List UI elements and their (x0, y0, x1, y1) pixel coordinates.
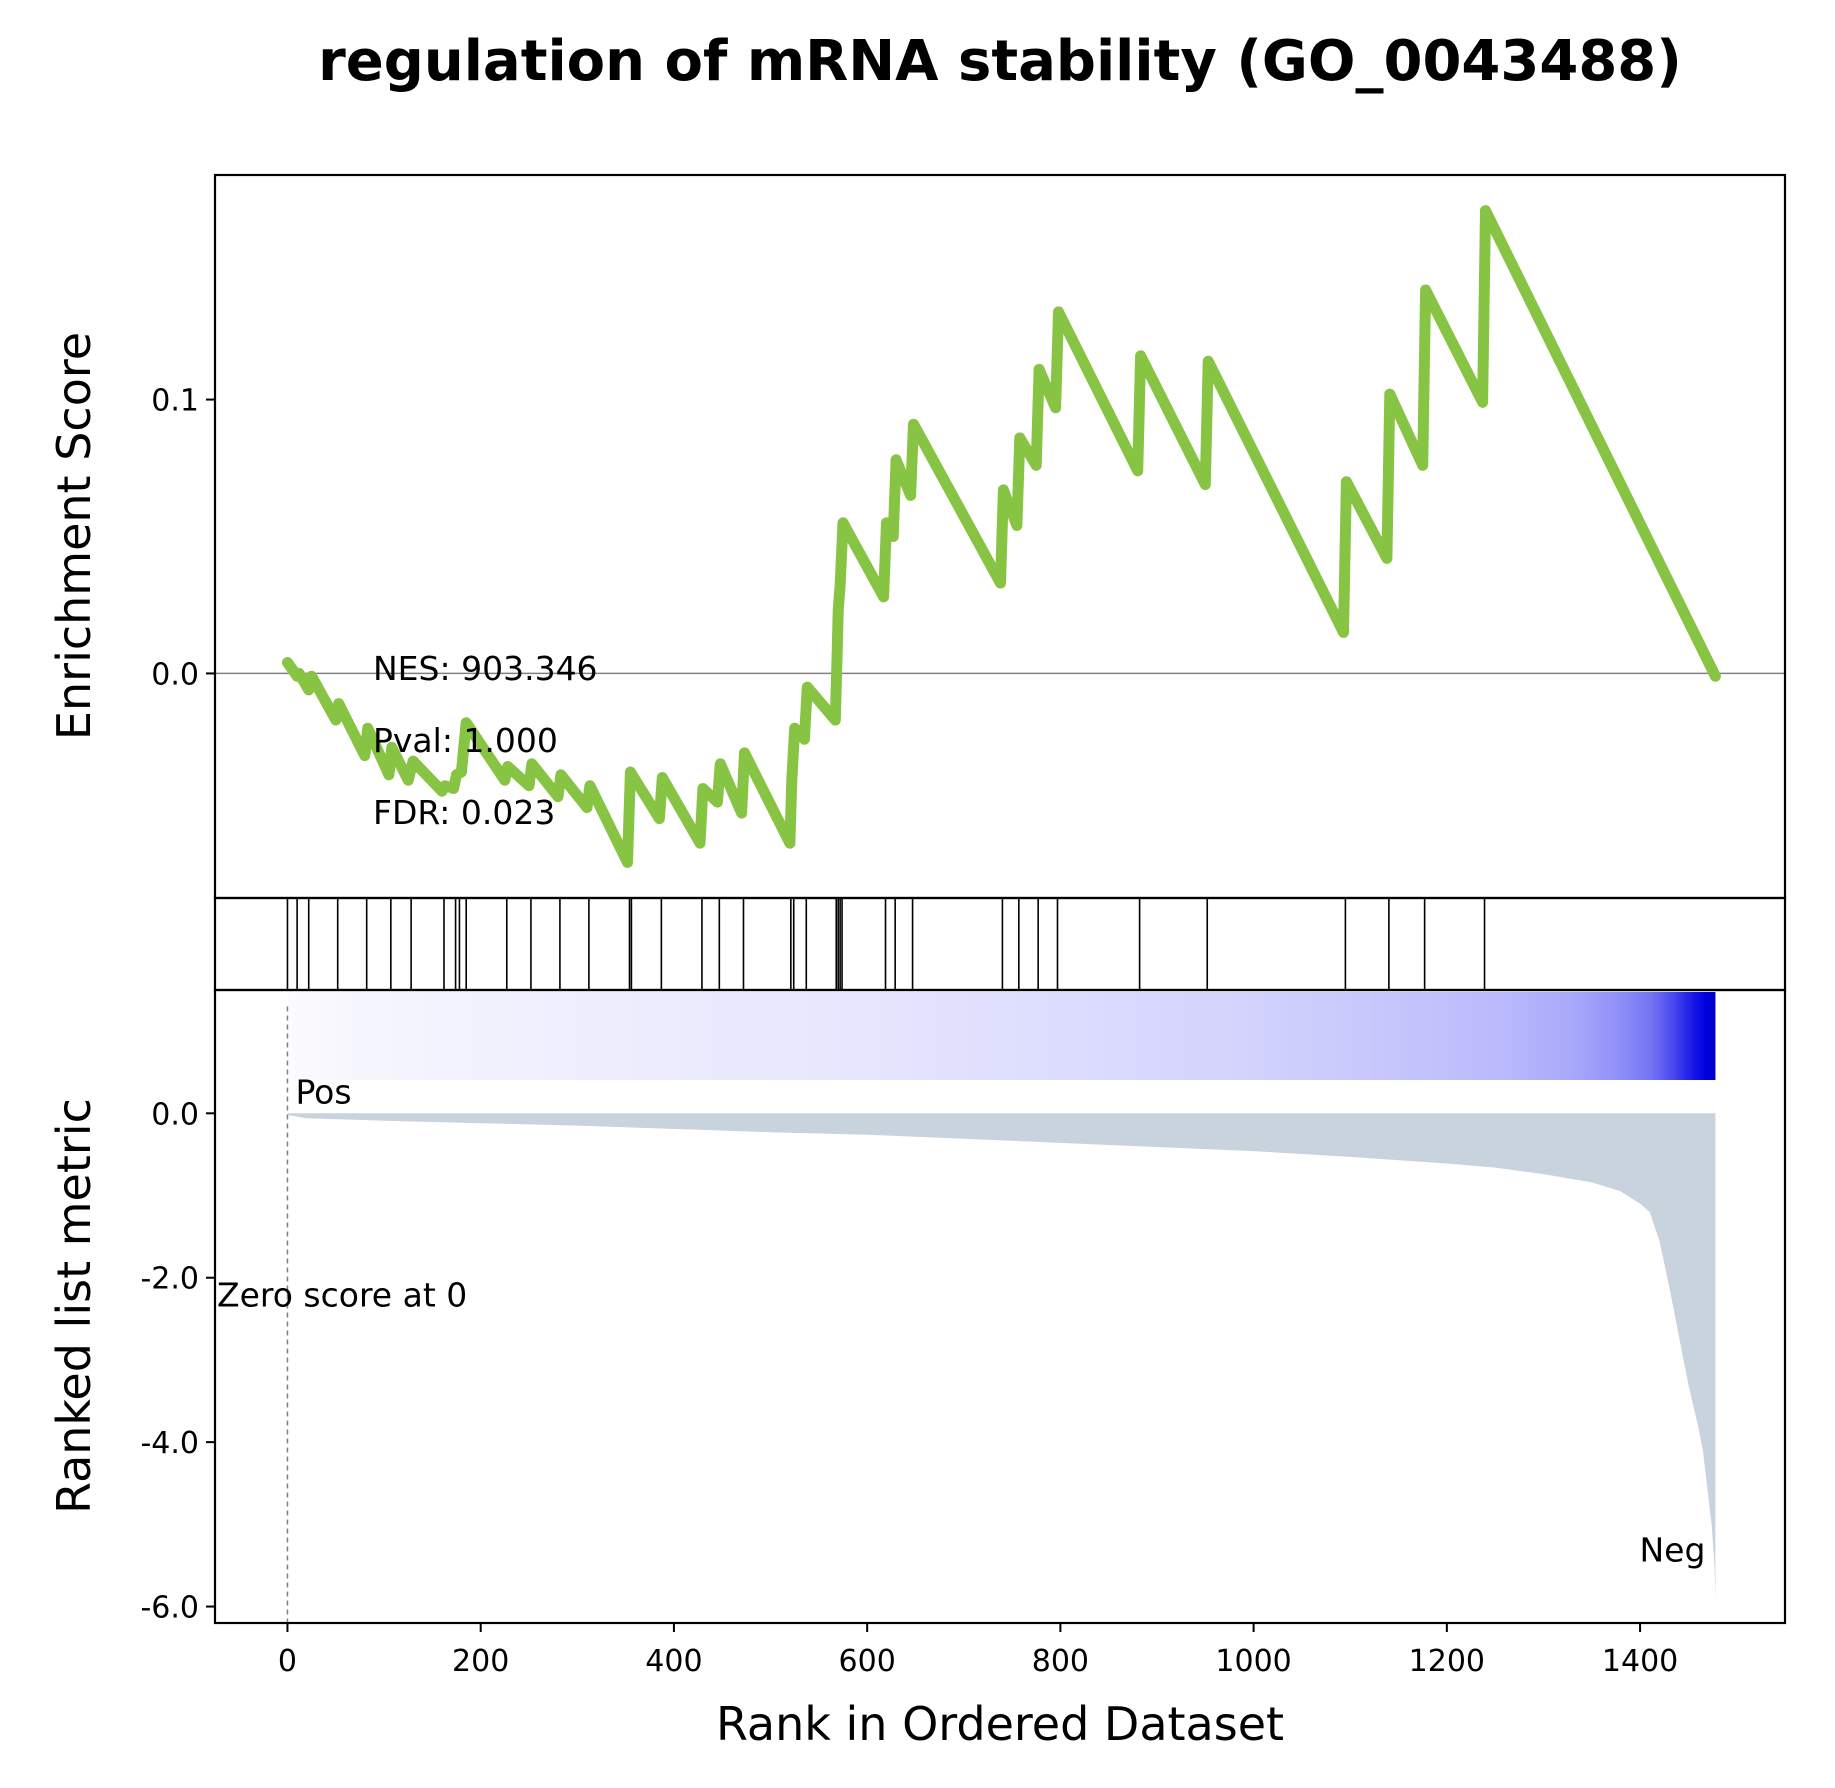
x-tick-label: 800 (1032, 1644, 1089, 1679)
pval-text: Pval: 1.000 (373, 721, 558, 760)
x-tick-label: 200 (452, 1644, 509, 1679)
zero-score-text: Zero score at 0 (217, 1276, 467, 1315)
ranked-metric-panel: 0.0-2.0-4.0-6.0 Pos Neg Zero score at 0 … (47, 988, 1787, 1626)
fdr-text: FDR: 0.023 (373, 793, 555, 832)
x-tick-label: 1200 (1409, 1644, 1485, 1679)
x-tick-label: 600 (839, 1644, 896, 1679)
enrichment-panel: 0.0 0.1 NES: 903.346 Pval: 1.000 FDR: 0.0… (47, 173, 1787, 900)
metric-y-axis: 0.0 -2.0 -4.0 -6.0 (140, 1097, 215, 1626)
ranked-heatmap-bar (287, 992, 1716, 1080)
es-y-tick-label: 0.1 (151, 384, 199, 419)
es-line-series (282, 205, 1721, 868)
metric-y-tick-label: 0.0 (151, 1097, 199, 1132)
pos-label: Pos (295, 1072, 351, 1111)
x-axis: 0 200 400 600 800 1000 1200 1400 (278, 1623, 1678, 1679)
ranked-y-label: Ranked list metric (47, 1098, 101, 1514)
metric-y-tick-label: -2.0 (140, 1262, 199, 1297)
neg-label: Neg (1639, 1530, 1705, 1569)
chart-title: regulation of mRNA stability (GO_0043488… (318, 29, 1682, 94)
es-y-tick-label: 0.0 (151, 657, 199, 692)
x-axis-label: Rank in Ordered Dataset (716, 1697, 1284, 1751)
x-tick-label: 1400 (1602, 1644, 1678, 1679)
x-tick-label: 400 (645, 1644, 702, 1679)
hits-axes-frame (213, 896, 1787, 992)
metric-y-tick-label: -4.0 (140, 1426, 199, 1461)
hit-lines (286, 898, 1486, 990)
metric-y-tick-label: -6.0 (140, 1591, 199, 1626)
nes-text: NES: 903.346 (373, 649, 598, 688)
hits-panel (213, 896, 1787, 992)
es-y-axis: 0.0 0.1 (151, 384, 215, 692)
enrichment-y-label: Enrichment Score (47, 332, 101, 740)
x-tick-label: 0 (278, 1644, 297, 1679)
x-tick-label: 1000 (1215, 1644, 1291, 1679)
ranked-metric-area (287, 1113, 1716, 1599)
ranked-axes-frame (213, 988, 1787, 1625)
